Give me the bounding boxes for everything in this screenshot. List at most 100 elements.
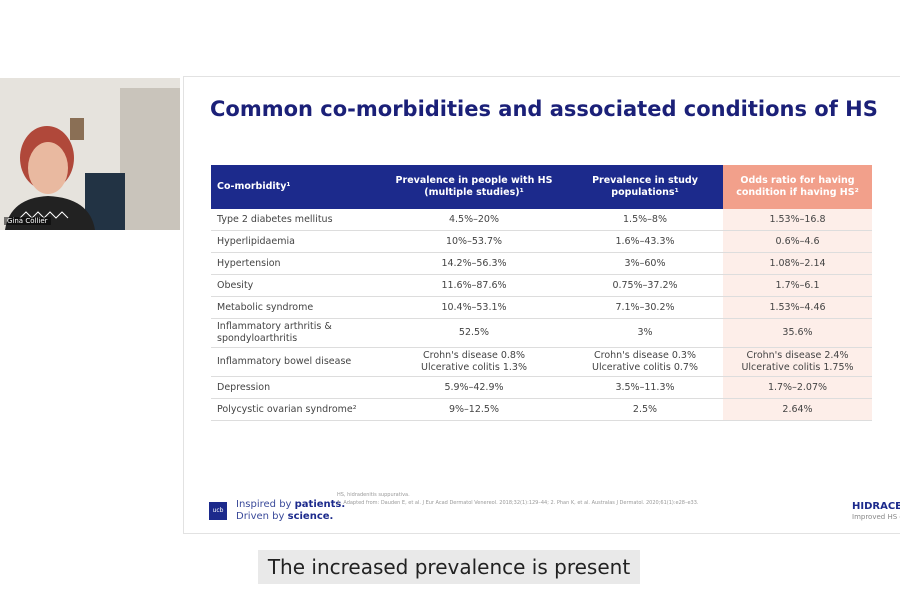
logo: ucb: [209, 502, 227, 520]
caption: The increased prevalence is present: [258, 550, 640, 584]
cell-line: Hypertension: [217, 257, 281, 269]
cell-line: 10.4%–53.1%: [441, 301, 507, 313]
table-row: Inflammatory bowel disease Crohn's diseas…: [211, 347, 872, 377]
table-cell: 2.5%: [567, 398, 723, 421]
cell-line: Type 2 diabetes mellitus: [217, 213, 333, 225]
cell-line: condition if having HS²: [736, 187, 859, 198]
cell-line: Ulcerative colitis 1.3%: [420, 362, 528, 373]
cell-line: 1.7%–6.1: [775, 279, 820, 291]
cell-line: 10%–53.7%: [445, 235, 503, 247]
cell-line: Odds ratio for having: [740, 175, 855, 186]
cell-line: 7.1%–30.2%: [615, 301, 675, 313]
table-row: Hypertension 14.2%–56.3% 3%–60% 1.08%–2.14: [211, 252, 872, 275]
table-row: Obesity 11.6%–87.6% 0.75%–37.2% 1.7%–6.1: [211, 274, 872, 297]
slide: Common co-morbidities and associated con…: [183, 76, 900, 534]
cell-line: 1.6%–43.3%: [615, 235, 675, 247]
table-row: Hyperlipidaemia 10%–53.7% 1.6%–43.3% 0.6%–4…: [211, 230, 872, 253]
table-cell: 1.7%–6.1: [723, 274, 872, 297]
tagline-part: science.: [287, 511, 334, 522]
cell-line: Crohn's disease 0.8%: [423, 350, 525, 361]
cell-line: 14.2%–56.3%: [441, 257, 507, 269]
table-cell: 2.64%: [723, 398, 872, 421]
table-cell: 4.5%–20%: [381, 209, 567, 231]
cell-line: Crohn's disease 0.3%: [594, 350, 696, 361]
comorbidity-table: Co-morbidity¹ Prevalence in people with H…: [211, 165, 872, 421]
table-cell: 1.6%–43.3%: [567, 230, 723, 253]
brand: HIDRACE: [852, 501, 900, 512]
cell-line: Depression: [217, 381, 271, 393]
cell-line: 1.08%–2.14: [769, 257, 826, 269]
table-cell: 1.53%–4.46: [723, 296, 872, 319]
table-cell: 0.6%–4.6: [723, 230, 872, 253]
footnote: 1. Adapted from: Dauden E, et al. J Eur …: [337, 500, 699, 506]
cell-line: populations¹: [611, 187, 679, 198]
cell-line: Polycystic ovarian syndrome²: [217, 403, 357, 415]
table-cell: Crohn's disease 2.4% Ulcerative colitis 1…: [723, 347, 872, 377]
cell-line: 1.5%–8%: [623, 213, 667, 225]
table-cell: 3.5%–11.3%: [567, 376, 723, 399]
table-cell: Metabolic syndrome: [211, 296, 381, 319]
participant-video: Gina Collier: [0, 78, 180, 230]
cell-line: 0.75%–37.2%: [612, 279, 678, 291]
cell-line: 1.53%–16.8: [769, 213, 826, 225]
tagline-part: Driven by: [236, 511, 288, 522]
cell-line: 9%–12.5%: [448, 403, 499, 415]
tagline-line: Driven by science.: [236, 511, 345, 523]
cell-line: 1.7%–2.07%: [767, 381, 828, 393]
table-cell: Hypertension: [211, 252, 381, 275]
table-cell: 11.6%–87.6%: [381, 274, 567, 297]
table-cell: 7.1%–30.2%: [567, 296, 723, 319]
column-header: Co-morbidity¹: [211, 165, 381, 209]
column-header: Prevalence in people with HS (multiple st…: [381, 165, 567, 209]
table-cell: 1.7%–2.07%: [723, 376, 872, 399]
cell-line: 2.64%: [782, 403, 813, 415]
table-cell: 0.75%–37.2%: [567, 274, 723, 297]
slide-title: Common co-morbidities and associated con…: [210, 97, 878, 121]
table-cell: 9%–12.5%: [381, 398, 567, 421]
cell-line: 11.6%–87.6%: [441, 279, 507, 291]
table-cell: 3%–60%: [567, 252, 723, 275]
cell-line: Ulcerative colitis 1.75%: [741, 362, 854, 373]
footnote: HS, hidradenitis suppurativa.: [337, 492, 410, 498]
cell-line: 3.5%–11.3%: [615, 381, 675, 393]
cell-line: 0.6%–4.6: [775, 235, 820, 247]
table-cell: 3%: [567, 318, 723, 348]
cell-line: spondyloarthritis: [217, 333, 298, 344]
column-header: Prevalence in study populations¹: [567, 165, 723, 209]
table-cell: 1.53%–16.8: [723, 209, 872, 231]
table-row: Metabolic syndrome 10.4%–53.1% 7.1%–30.2% 1…: [211, 296, 872, 319]
table-cell: Crohn's disease 0.8% Ulcerative colitis 1…: [381, 347, 567, 377]
cell-line: 1.53%–4.46: [769, 301, 826, 313]
cell-line: Ulcerative colitis 0.7%: [591, 362, 699, 373]
cell-line: 3%–60%: [624, 257, 666, 269]
table-cell: Crohn's disease 0.3% Ulcerative colitis 0…: [567, 347, 723, 377]
cell-line: Obesity: [217, 279, 254, 291]
table-body: Type 2 diabetes mellitus 4.5%–20% 1.5%–8% 1…: [211, 209, 872, 421]
table-cell: Inflammatory arthritis & spondyloarthriti…: [211, 318, 381, 348]
cell-line: Prevalence in study: [592, 175, 698, 186]
tagline-part: Inspired by: [236, 499, 295, 510]
cell-line: Inflammatory arthritis &: [217, 321, 332, 332]
table-cell: 1.5%–8%: [567, 209, 723, 231]
table-row: Polycystic ovarian syndrome² 9%–12.5% 2.5%…: [211, 398, 872, 421]
header-row: Co-morbidity¹ Prevalence in people with H…: [211, 165, 872, 209]
cell-line: 52.5%: [458, 327, 490, 338]
cell-line: 3%: [637, 327, 653, 338]
table-cell: 52.5%: [381, 318, 567, 348]
table-row: Inflammatory arthritis & spondyloarthriti…: [211, 318, 872, 348]
cell-line: 35.6%: [782, 327, 813, 338]
table-cell: Type 2 diabetes mellitus: [211, 209, 381, 231]
footnotes: HS, hidradenitis suppurativa. 1. Adapted …: [337, 491, 698, 507]
tagline-part: patients.: [294, 499, 346, 510]
cell-line: 2.5%: [632, 403, 658, 415]
cell-line: 5.9%–42.9%: [444, 381, 504, 393]
table-row: Depression 5.9%–42.9% 3.5%–11.3% 1.7%–2.07%: [211, 376, 872, 399]
cell-line: Metabolic syndrome: [217, 301, 314, 313]
table-cell: Depression: [211, 376, 381, 399]
cell-line: (multiple studies)¹: [424, 187, 524, 198]
table-cell: 10.4%–53.1%: [381, 296, 567, 319]
cell-line: Co-morbidity¹: [217, 181, 291, 192]
table-cell: Obesity: [211, 274, 381, 297]
tagline-line: Inspired by patients.: [236, 499, 345, 511]
cell-line: Prevalence in people with HS: [395, 175, 553, 186]
